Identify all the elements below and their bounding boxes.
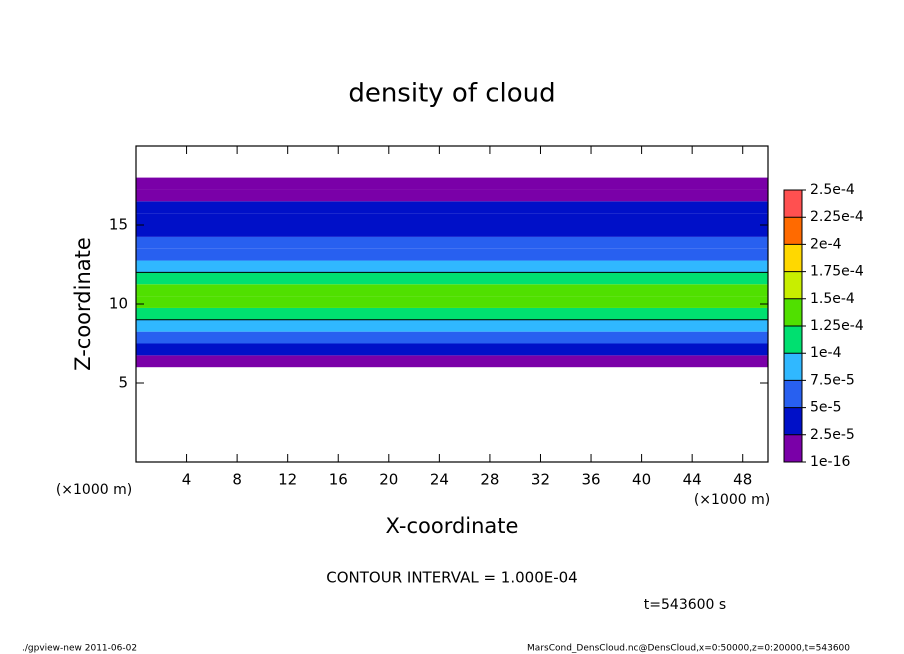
field-cell — [136, 355, 768, 368]
x-tick-label: 48 — [733, 471, 752, 489]
chart-title: density of cloud — [348, 79, 555, 109]
x-unit-label: (×1000 m) — [694, 492, 770, 508]
field-cell — [136, 331, 768, 344]
field-cell — [136, 296, 768, 308]
y-tick-label: 5 — [118, 374, 128, 392]
x-tick-label: 44 — [683, 471, 702, 489]
field-cell — [136, 177, 768, 190]
field-cell — [136, 343, 768, 356]
field-cell — [136, 272, 768, 285]
x-tick-label: 32 — [531, 471, 550, 489]
field-cell — [136, 201, 768, 214]
footer-left: ./gpview-new 2011-06-02 — [22, 644, 137, 654]
colorbar-box — [784, 434, 802, 462]
x-tick-label: 28 — [480, 471, 499, 489]
field-cell — [136, 189, 768, 202]
colorbar-box — [784, 407, 802, 435]
x-tick-label: 12 — [278, 471, 297, 489]
colorbar-box — [784, 326, 802, 354]
x-tick-label: 20 — [379, 471, 398, 489]
x-tick-label: 36 — [581, 471, 600, 489]
x-tick-label: 40 — [632, 471, 651, 489]
x-tick-label: 4 — [182, 471, 192, 489]
colorbar-box — [784, 271, 802, 299]
colorbar-box — [784, 353, 802, 381]
colorbar-label: 2.5e-4 — [810, 182, 855, 198]
colorbar-label: 7.5e-5 — [810, 372, 855, 388]
colorbar-label: 1.25e-4 — [810, 318, 864, 334]
field-cell — [136, 236, 768, 249]
colorbar-box — [784, 380, 802, 408]
contour-interval: CONTOUR INTERVAL = 1.000E-04 — [326, 569, 577, 587]
colorbar-label: 1.75e-4 — [810, 264, 864, 280]
y-tick-label: 15 — [109, 216, 128, 234]
x-axis-label: X-coordinate — [386, 514, 519, 538]
colorbar-label: 2e-4 — [810, 236, 842, 252]
colorbar-box — [784, 298, 802, 326]
colorbar-label: 2.5e-5 — [810, 427, 855, 443]
colorbar-label: 1e-16 — [810, 454, 850, 470]
field-cell — [136, 319, 768, 332]
y-tick-label: 10 — [109, 295, 128, 313]
y-axis-label: Z-coordinate — [71, 237, 95, 371]
field-cell — [136, 225, 768, 237]
field-cell — [136, 260, 768, 273]
field-cell — [136, 248, 768, 261]
colorbar-box — [784, 244, 802, 272]
footer-right: MarsCond_DensCloud.nc@DensCloud,x=0:5000… — [527, 644, 850, 654]
x-tick-label: 24 — [430, 471, 449, 489]
field-cell — [136, 213, 768, 225]
time-label: t=543600 s — [644, 597, 726, 613]
field-cell — [136, 307, 768, 320]
y-unit-label: (×1000 m) — [56, 482, 132, 498]
field-cell — [136, 284, 768, 297]
colorbar-box — [784, 190, 802, 218]
x-tick-label: 8 — [232, 471, 242, 489]
colorbar-label: 1.5e-4 — [810, 291, 855, 307]
colorbar-box — [784, 217, 802, 245]
x-tick-label: 16 — [329, 471, 348, 489]
colorbar-label: 5e-5 — [810, 400, 841, 416]
colorbar-label: 1e-4 — [810, 345, 842, 361]
colorbar-label: 2.25e-4 — [810, 209, 864, 225]
